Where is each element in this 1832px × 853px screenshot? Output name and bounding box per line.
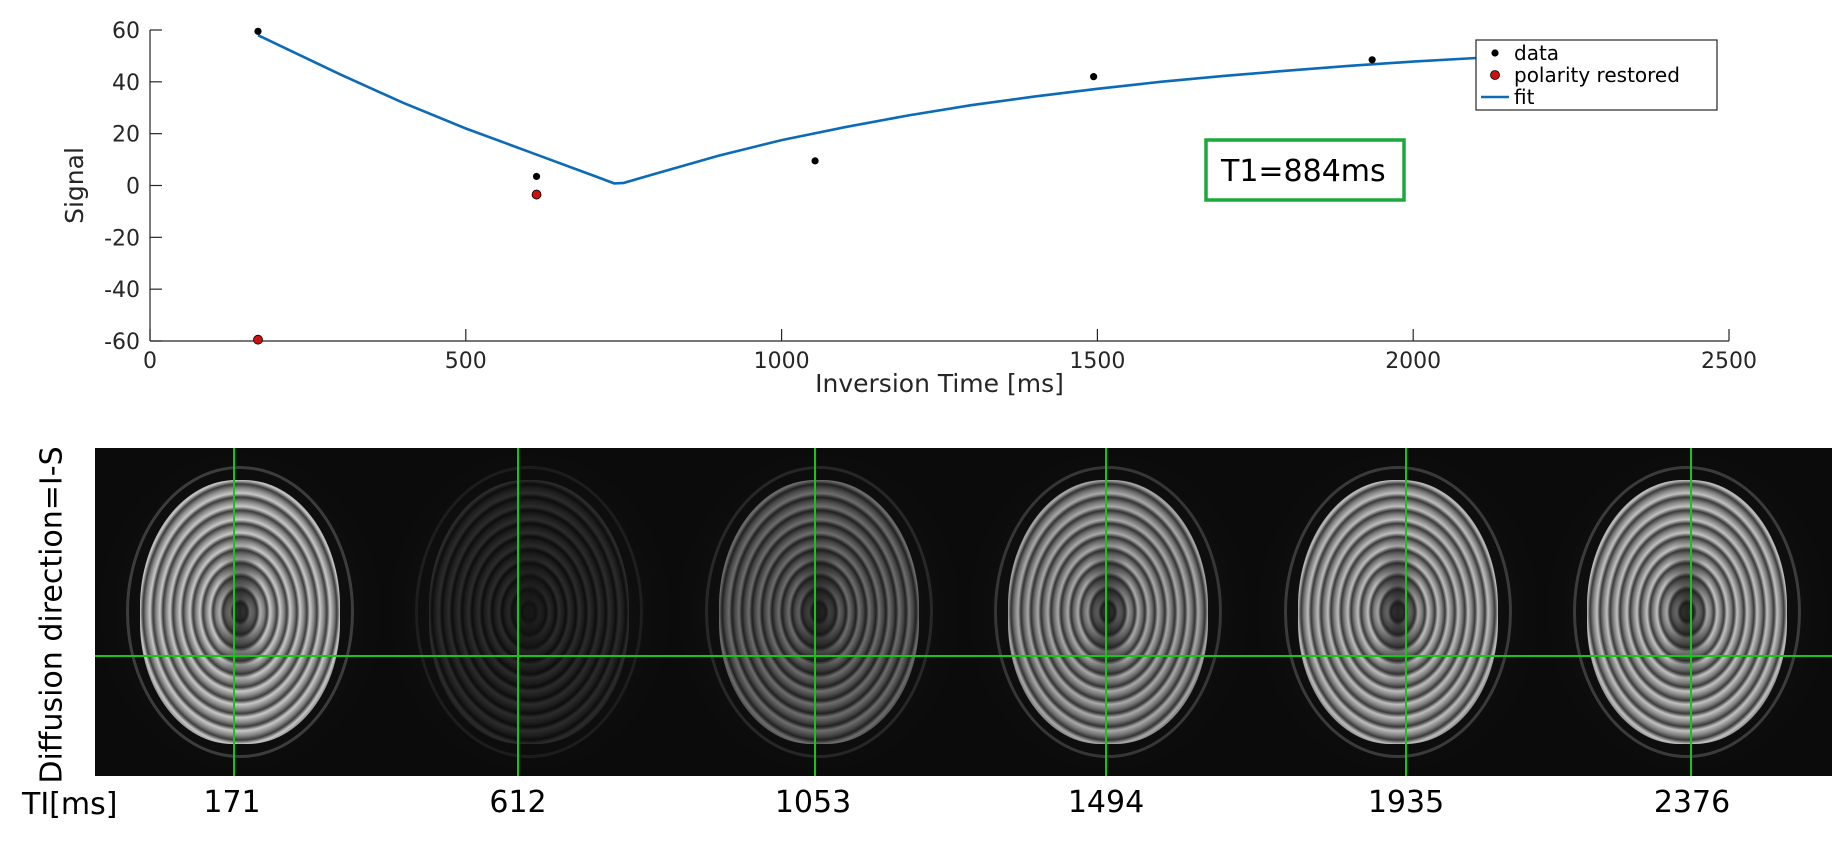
y-tick-label: 20 — [112, 123, 140, 148]
mri-image-strip — [95, 448, 1832, 776]
mri-panel — [95, 448, 385, 776]
ti-value-label: 1935 — [1367, 785, 1445, 820]
ti-value-label: 1494 — [1067, 785, 1145, 820]
skull-ring — [415, 466, 644, 758]
data-point — [811, 157, 819, 165]
data-point — [1368, 56, 1376, 64]
brain-slice — [1587, 480, 1788, 744]
legend-entry: data — [1514, 41, 1559, 65]
y-tick-label: 60 — [112, 19, 140, 44]
y-tick-label: -40 — [104, 278, 140, 303]
mri-panel — [1253, 448, 1543, 776]
diffusion-direction-label: Diffusion direction=I-S — [34, 446, 70, 784]
brain-slice — [1297, 480, 1498, 744]
polarity-restored-point — [531, 189, 542, 200]
skull-ring — [125, 466, 354, 758]
brain-slice — [139, 480, 340, 744]
ti-value-label: 612 — [489, 785, 547, 820]
legend-entry: fit — [1514, 85, 1535, 109]
legend-swatch — [1490, 70, 1500, 80]
ti-value-label: 1053 — [774, 785, 852, 820]
t1-annotation-box — [1204, 138, 1406, 202]
t1-annotation-text: T1=884ms — [1220, 154, 1386, 189]
ti-value-label: 2376 — [1653, 785, 1731, 820]
x-tick-label: 0 — [143, 349, 157, 374]
x-tick-label: 500 — [445, 349, 487, 374]
brain-slice — [429, 480, 630, 744]
crosshair-vertical — [517, 448, 519, 776]
brain-slice — [718, 480, 919, 744]
crosshair-horizontal — [95, 655, 1832, 657]
x-axis-title: Inversion Time [ms] — [815, 369, 1064, 398]
data-point — [1090, 73, 1098, 81]
crosshair-vertical — [233, 448, 235, 776]
mri-panel — [384, 448, 674, 776]
legend-box — [1475, 39, 1718, 111]
skull-ring — [704, 466, 933, 758]
mri-panel — [674, 448, 964, 776]
crosshair-vertical — [1690, 448, 1692, 776]
y-tick-label: -60 — [104, 330, 140, 355]
skull-ring — [1573, 466, 1802, 758]
ti-axis-label: TI[ms] — [22, 787, 118, 822]
polarity-restored-point — [253, 334, 263, 345]
crosshair-vertical — [1105, 448, 1107, 776]
y-tick-label: 40 — [112, 71, 140, 96]
brain-slice — [1008, 480, 1209, 744]
y-axis-title: Signal — [60, 147, 89, 224]
legend-entry: polarity restored — [1514, 63, 1680, 87]
y-tick-label: 0 — [126, 175, 140, 200]
y-tick-label: -20 — [104, 226, 140, 251]
skull-ring — [994, 466, 1223, 758]
data-point — [254, 27, 262, 35]
x-tick-label: 1000 — [754, 349, 810, 374]
data-point — [532, 172, 541, 181]
mri-panel — [963, 448, 1253, 776]
x-tick-label: 1500 — [1069, 349, 1125, 374]
skull-ring — [1283, 466, 1512, 758]
mri-panel — [1542, 448, 1832, 776]
ti-value-label: 171 — [203, 785, 261, 820]
crosshair-vertical — [1405, 448, 1407, 776]
x-tick-label: 2500 — [1701, 349, 1757, 374]
crosshair-vertical — [814, 448, 816, 776]
fit-line — [257, 34, 1651, 185]
legend-swatch — [1491, 49, 1499, 57]
x-tick-label: 2000 — [1385, 349, 1441, 374]
signal-vs-inversion-time-chart: 0 500 1000 1500 2000 2500 60 40 20 0 -20 -40 -60 Inve… — [60, 19, 1757, 398]
